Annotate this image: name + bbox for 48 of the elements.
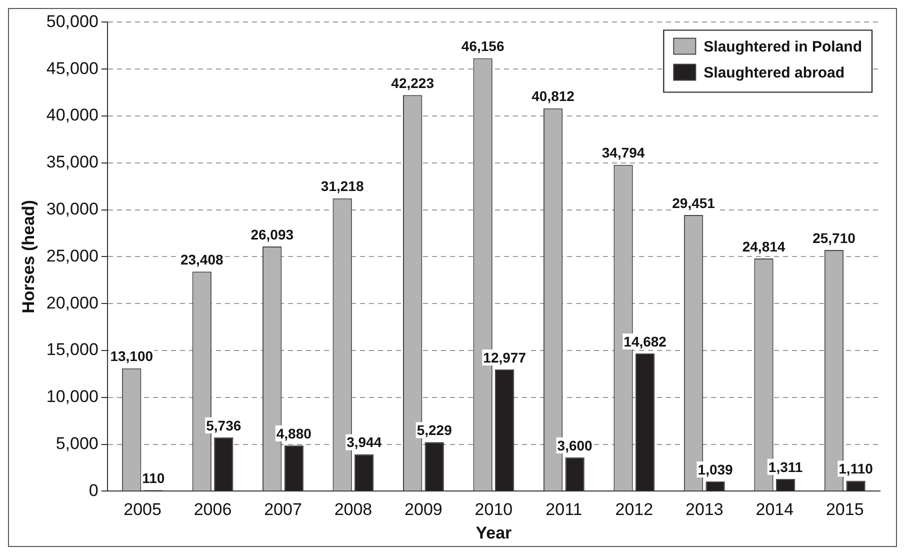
y-tick-label: 10,000 [46,387,98,406]
data-label: 110 [142,470,165,486]
legend-label: Slaughtered in Poland [704,38,862,56]
data-label: 12,977 [483,349,526,366]
y-tick-label: 35,000 [46,152,98,172]
x-tick-label: 2008 [334,500,372,520]
x-tick-label: 2005 [124,500,162,520]
y-tick-label: 50,000 [46,12,98,31]
data-label: 14,682 [624,333,667,350]
data-label: 5,229 [416,422,452,438]
y-tick-label: 25,000 [46,246,98,266]
x-tick-label: 2010 [474,500,513,520]
data-label: 34,794 [602,144,645,161]
x-tick-label: 2014 [756,500,794,520]
y-tick-label: 0 [88,480,98,500]
data-label: 40,812 [532,88,575,104]
y-tick-label: 40,000 [46,106,98,125]
y-tick-label: 5,000 [56,434,98,453]
data-label: 3,944 [346,434,382,450]
x-tick-label: 2011 [546,500,582,520]
data-label: 13,100 [110,348,154,364]
data-label: 3,600 [557,437,593,454]
data-label: 24,814 [742,238,786,254]
x-tick-label: 2012 [615,500,654,520]
data-label: 42,223 [391,75,434,92]
data-label: 1,110 [838,460,874,477]
y-tick-label: 15,000 [46,340,98,360]
data-label: 5,736 [206,417,242,434]
x-tick-label: 2007 [264,500,302,520]
y-tick-label: 30,000 [46,199,98,218]
data-label: 29,451 [672,194,716,211]
data-label: 4,880 [276,425,312,442]
data-label: 26,093 [250,226,294,242]
y-tick-label: 20,000 [46,293,98,312]
data-label: 23,408 [180,251,224,268]
legend-label: Slaughtered abroad [704,64,845,82]
data-label: 1,039 [698,461,734,478]
y-tick-label: 45,000 [46,58,98,78]
x-axis-title: Year [476,523,512,542]
data-label: 25,710 [812,230,856,246]
data-label: 31,218 [320,178,364,194]
data-label: 46,156 [461,38,504,54]
x-tick-label: 2013 [685,500,724,520]
x-tick-label: 2009 [404,500,442,520]
y-axis-title: Horses (head) [18,200,38,314]
x-tick-label: 2006 [194,500,232,520]
data-label: 1,311 [768,458,803,475]
x-tick-label: 2015 [826,500,864,520]
